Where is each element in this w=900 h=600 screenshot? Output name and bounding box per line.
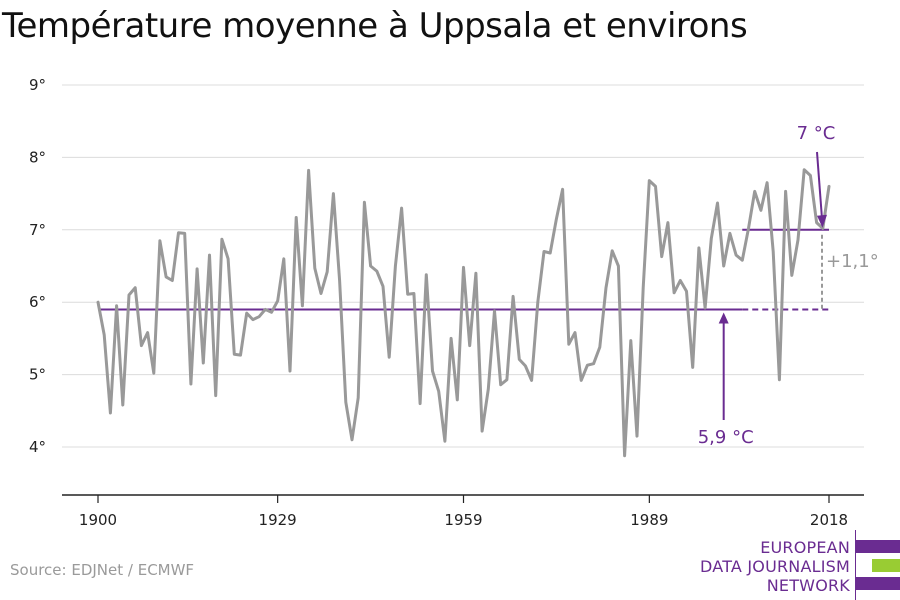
logo-line-network: NETWORK <box>766 576 850 595</box>
series-layer <box>96 168 831 458</box>
x-tick-label: 1989 <box>630 511 668 529</box>
y-tick-label: 7° <box>29 221 46 239</box>
y-tick-label: 4° <box>29 438 46 456</box>
logo-bar-green <box>872 559 900 572</box>
x-tick-label: 1929 <box>259 511 297 529</box>
y-tick-label: 9° <box>29 76 46 94</box>
annotation-5-9: 5,9 °C <box>698 427 754 448</box>
y-tick-label: 6° <box>29 293 46 311</box>
x-tick-label: 1900 <box>79 511 117 529</box>
axes: 4° 5° 6° 7° 8° 9° 1900 1929 1959 1989 2018 <box>29 76 864 529</box>
x-tick-label: 1959 <box>444 511 482 529</box>
annotation-plus-1-1: +1,1° <box>826 251 879 272</box>
chart-title: Température moyenne à Uppsala et environ… <box>2 6 748 46</box>
temperature-series-line <box>96 168 831 458</box>
y-tick-label: 8° <box>29 148 46 166</box>
logo-divider <box>855 530 856 600</box>
arrow-7-head <box>817 214 827 228</box>
x-tick-label: 2018 <box>810 511 848 529</box>
annotation-7: 7 °C <box>797 123 836 144</box>
logo-bar-purple-top <box>856 540 900 553</box>
source-credit: Source: EDJNet / ECMWF <box>10 561 195 579</box>
arrow-5-9-head <box>718 312 729 324</box>
edjnet-logo: EUROPEAN DATA JOURNALISM NETWORK <box>700 530 900 600</box>
arrow-7-shaft <box>816 151 823 219</box>
logo-line-european: EUROPEAN <box>760 538 850 557</box>
y-tick-label: 5° <box>29 366 46 384</box>
annotations: 5,9 °C 7 °C +1,1° <box>698 123 879 448</box>
logo-line-data-journalism: DATA JOURNALISM <box>700 557 850 576</box>
logo-bar-purple-bottom <box>856 577 900 590</box>
